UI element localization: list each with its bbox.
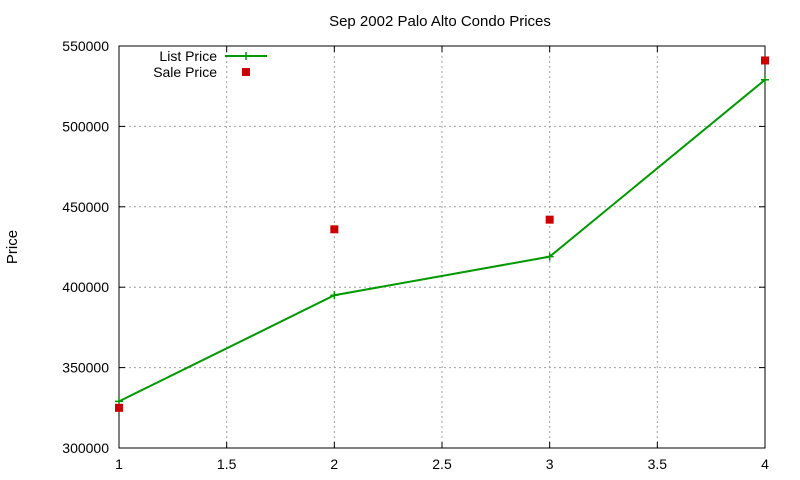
x-tick-label: 1.5	[217, 456, 237, 472]
legend-marker-list-price	[242, 52, 250, 60]
sale-price-point	[761, 56, 769, 65]
grid	[119, 46, 765, 448]
y-tick-label: 500000	[62, 118, 109, 134]
x-tick-label: 3	[546, 456, 554, 472]
sale-price-point	[330, 225, 339, 234]
x-tick-label: 3.5	[648, 456, 668, 472]
y-axis-title: Price	[4, 230, 21, 264]
x-tick-label: 4	[761, 456, 769, 472]
axis-ticks: 1 1.5 2 2.5 3 3.5 4 300000 350000 400000 450000 500…	[62, 38, 769, 472]
series-sale-price	[115, 56, 769, 412]
legend-marker-sale-price	[242, 68, 250, 76]
legend-label-list-price: List Price	[159, 48, 217, 64]
y-tick-label: 450000	[62, 199, 109, 215]
y-tick-label: 400000	[62, 279, 109, 295]
list-price-point	[761, 75, 769, 84]
y-tick-label: 550000	[62, 38, 109, 54]
y-tick-label: 300000	[62, 440, 109, 456]
legend-label-sale-price: Sale Price	[153, 64, 217, 80]
x-tick-label: 1	[115, 456, 123, 472]
y-tick-label: 350000	[62, 360, 109, 376]
list-price-point	[330, 291, 339, 300]
chart-title: Sep 2002 Palo Alto Condo Prices	[329, 13, 551, 30]
x-tick-label: 2	[330, 456, 338, 472]
sale-price-point	[115, 403, 123, 412]
list-price-point	[545, 252, 554, 261]
list-price-line	[118, 78, 766, 403]
series-list-price	[115, 75, 769, 406]
sale-price-point	[545, 215, 554, 224]
x-tick-label: 2.5	[432, 456, 452, 472]
series	[115, 56, 769, 412]
